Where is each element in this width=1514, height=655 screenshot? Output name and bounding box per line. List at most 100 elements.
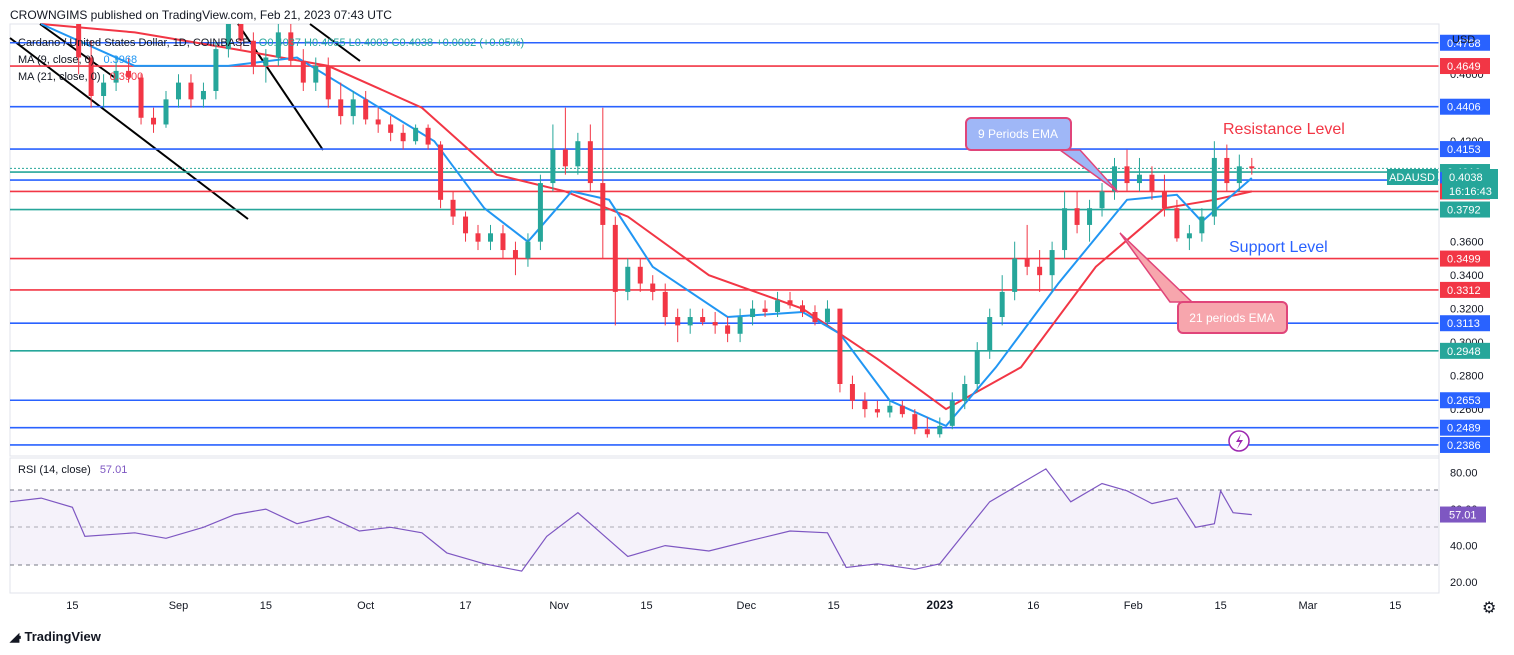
rsi-tick-label: 20.00 <box>1450 577 1478 589</box>
candle-body <box>213 49 219 91</box>
ma21-label: MA (21, close, 0) <box>18 71 101 83</box>
candle-body <box>338 99 344 117</box>
level-tag <box>1440 141 1490 158</box>
rsi-label: RSI (14, close) <box>18 464 91 476</box>
rsi-value-tag-label: 57.01 <box>1449 510 1477 522</box>
rsi-legend-value: 57.01 <box>99 464 128 476</box>
ema9-callout-label: 9 Periods EMA <box>978 127 1058 141</box>
price-tick-label: 0.3200 <box>1450 304 1484 316</box>
time-tick-label: 15 <box>1214 600 1226 612</box>
candle-body <box>887 405 893 413</box>
candle-body <box>288 32 294 61</box>
candle-body <box>1112 166 1118 192</box>
footer-brand[interactable]: ◢▪ TradingView <box>10 629 101 644</box>
candle-body <box>899 405 905 415</box>
currency-label: USD <box>1452 34 1476 46</box>
candle-body <box>924 429 930 435</box>
candle-body <box>1099 191 1105 209</box>
candle-body <box>1062 208 1068 251</box>
candle-body <box>750 308 756 318</box>
candle-body <box>188 82 194 100</box>
rsi-path <box>9 468 1252 572</box>
published-line: CROWNGIMS published on TradingView.com, … <box>10 8 392 22</box>
candle-body <box>413 127 419 142</box>
candles <box>76 24 1255 438</box>
symbol-tag-label: ADAUSD <box>1389 172 1435 184</box>
candle-body <box>937 425 943 435</box>
alert-icon[interactable] <box>1228 430 1250 452</box>
level-tag-label: 0.2386 <box>1447 440 1481 452</box>
time-tick-label: Nov <box>549 600 569 612</box>
candle-body <box>1087 208 1093 225</box>
candle-body <box>1136 174 1142 184</box>
tradingview-logo-icon: ◢▪ <box>10 629 22 644</box>
candle-body <box>650 283 656 292</box>
level-tag <box>1440 34 1490 51</box>
candle-body <box>1199 216 1205 234</box>
candle-body <box>238 24 244 41</box>
candle-body <box>575 141 581 167</box>
candle-body <box>637 266 643 284</box>
trend-line <box>9 37 249 220</box>
candle-body <box>1074 208 1080 225</box>
horizontal-levels <box>10 41 1439 446</box>
ma21-value: 0.3900 <box>109 71 144 83</box>
candle-body <box>762 308 768 312</box>
level-tag-label: 0.3792 <box>1447 205 1481 217</box>
ema21-callout: 21 periods EMA <box>1119 232 1288 334</box>
candle-body <box>1161 191 1167 209</box>
time-tick-label: 16 <box>1027 600 1039 612</box>
level-tag <box>1440 201 1490 218</box>
candle-body <box>712 322 718 326</box>
ma9-value: 0.3968 <box>103 54 138 66</box>
candle-body <box>1012 258 1018 292</box>
chart-background <box>9 23 1440 594</box>
candle-body <box>525 241 531 259</box>
candle-body <box>126 70 132 78</box>
level-tag-label: 0.3113 <box>1447 318 1480 330</box>
candle-body <box>101 82 107 96</box>
candle-body <box>363 99 369 120</box>
candle-body <box>1236 166 1242 184</box>
ema9-callout: 9 Periods EMA <box>965 117 1119 193</box>
settings-icon[interactable]: ⚙ <box>1482 600 1497 617</box>
candle-body <box>200 90 206 100</box>
candle-body <box>874 409 880 413</box>
candle-body <box>1174 208 1180 239</box>
candle-body <box>849 384 855 401</box>
candle-body <box>388 124 394 133</box>
level-tag-label: 0.2489 <box>1447 423 1481 435</box>
candle-body <box>1049 250 1055 276</box>
candle-body <box>787 300 793 306</box>
time-tick-label: 15 <box>640 600 652 612</box>
candle-body <box>962 384 968 401</box>
level-tag-label: 0.4153 <box>1447 144 1481 156</box>
level-tag <box>1440 281 1490 298</box>
level-tag <box>1440 419 1490 436</box>
ma9-label: MA (9, close, 0) <box>18 54 95 66</box>
time-tick-label: Oct <box>357 600 374 612</box>
time-tick-label: 15 <box>260 600 272 612</box>
rsi-pane <box>9 468 1439 572</box>
candle-body <box>1249 166 1255 169</box>
price-axis[interactable]: 0.48000.46000.44000.42000.40000.38000.36… <box>1438 24 1490 593</box>
candle-body <box>475 233 481 242</box>
candle-body <box>438 144 444 200</box>
time-tick-label: Mar <box>1298 600 1317 612</box>
candle-body <box>138 77 144 118</box>
candle-body <box>687 317 693 326</box>
ema9-path <box>40 23 1253 428</box>
level-tag <box>1440 58 1490 75</box>
candle-body <box>562 149 568 167</box>
candle-body <box>662 291 668 318</box>
candle-body <box>400 132 406 142</box>
time-axis[interactable]: 15 Sep 15 Oct 17 Nov 15 Dec 15 2023 16 Feb 15 Mar 15 <box>66 598 1401 612</box>
level-tag-label: 0.4788 <box>1447 38 1481 50</box>
legend-symbol-row: Cardano / United States Dollar, 1D, COIN… <box>18 35 524 52</box>
price-tick-label: 0.3400 <box>1450 270 1484 282</box>
time-tick-label: Feb <box>1124 600 1143 612</box>
last-price-tag: 0.4038 16:16:43 <box>1442 169 1498 199</box>
candle-body <box>700 317 706 323</box>
time-tick-label: 15 <box>66 600 78 612</box>
